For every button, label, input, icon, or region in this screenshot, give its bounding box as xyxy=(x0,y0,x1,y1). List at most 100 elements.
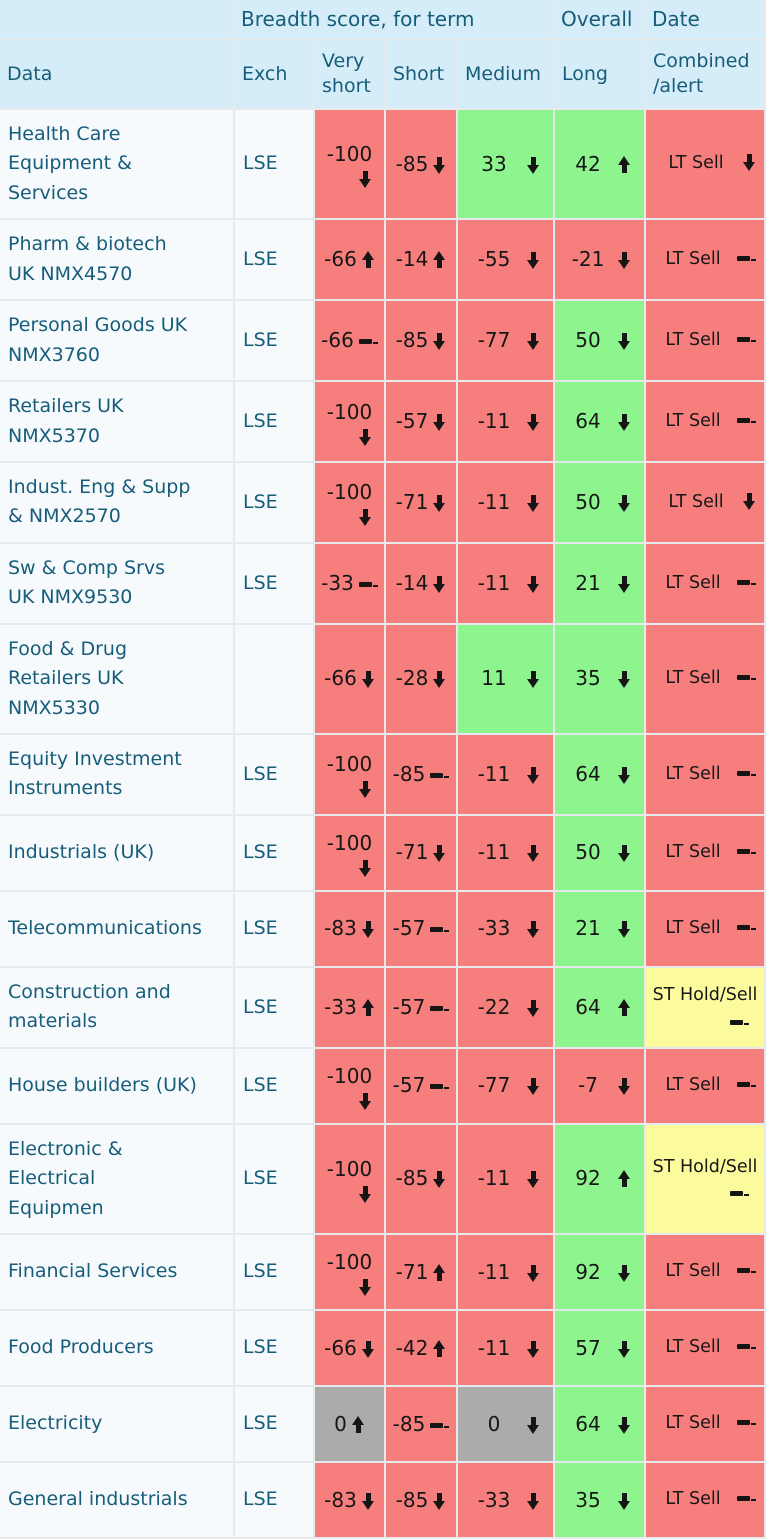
score-value: -77 xyxy=(477,1073,511,1098)
score-value: 92 xyxy=(575,1166,601,1191)
sector-name-cell: Equity Investment Instruments xyxy=(0,735,235,816)
sector-name-cell: Electricity xyxy=(0,1387,235,1464)
group-header-breadth: Breadth score, for term xyxy=(235,0,556,40)
score-cell-short: -57 xyxy=(386,891,458,968)
score-value: -21 xyxy=(571,247,605,272)
sector-name-cell: Construction and materials xyxy=(0,967,235,1049)
score-value: 21 xyxy=(575,570,601,595)
score-cell-medium: -11 xyxy=(458,1235,556,1312)
trend-up-icon xyxy=(351,1415,365,1434)
score-value: -66 xyxy=(324,1335,357,1360)
score-value: -100 xyxy=(326,1063,373,1088)
score-value: -85 xyxy=(395,151,429,176)
score-cell-long: -21 xyxy=(555,220,647,302)
trend-down-icon xyxy=(433,575,446,593)
exchange: LSE xyxy=(243,762,278,785)
score-cell-long: 42 xyxy=(555,110,647,221)
score-cell-short: -14 xyxy=(386,543,458,625)
trend-down-icon xyxy=(618,766,631,784)
score-cell-medium: -11 xyxy=(458,1311,556,1388)
table-row: Industrials (UK) LSE -100 -71 -11 50 LT … xyxy=(0,815,766,892)
sector-name: Financial Services xyxy=(8,1260,178,1283)
combined-cell: LT Sell xyxy=(646,735,766,816)
score-cell-long: 64 xyxy=(555,967,647,1049)
trend-flat-icon xyxy=(430,766,450,784)
trend-down-icon xyxy=(361,1492,375,1510)
trend-flat-icon xyxy=(737,668,757,686)
trend-down-icon xyxy=(527,844,540,863)
trend-flat-icon xyxy=(737,764,757,782)
score-value: -85 xyxy=(392,1411,426,1436)
score-cell-very-short: -33 xyxy=(315,543,386,625)
exchange-cell: LSE xyxy=(235,1311,315,1388)
score-cell-long: 92 xyxy=(555,1124,647,1236)
sector-name: Electronic & Electrical Equipmen xyxy=(8,1137,123,1219)
sector-name-cell: Industrials (UK) xyxy=(0,815,235,892)
combined-label: LT Sell xyxy=(665,918,721,939)
sector-name: General industrials xyxy=(8,1488,188,1511)
trend-down-icon xyxy=(618,1340,631,1358)
exchange: LSE xyxy=(243,1488,278,1511)
score-cell-long: 57 xyxy=(555,1311,647,1388)
combined-cell: LT Sell xyxy=(646,110,766,221)
trend-flat-icon xyxy=(737,1489,757,1507)
trend-down-icon xyxy=(433,1170,446,1189)
trend-down-icon xyxy=(527,1264,540,1282)
column-header-row: Data Exch Very short Short Medium Long C… xyxy=(0,40,766,110)
trend-down-icon xyxy=(527,1340,540,1358)
column-header-exch: Exch xyxy=(235,40,315,110)
score-cell-long: 92 xyxy=(555,1235,647,1312)
sector-name: Sw & Comp Srvs UK NMX9530 xyxy=(8,556,166,609)
table-row: Sw & Comp Srvs UK NMX9530 LSE -33 -14 -1… xyxy=(0,543,766,625)
sector-name: Personal Goods UK NMX3760 xyxy=(8,314,188,366)
combined-cell: LT Sell xyxy=(646,220,766,302)
table-row: Indust. Eng & Supp & NMX2570 LSE -100 -7… xyxy=(0,462,766,544)
score-cell-medium: -11 xyxy=(458,735,556,816)
trend-down-icon xyxy=(618,1492,631,1510)
column-header-long: Long xyxy=(555,40,647,110)
trend-flat-icon xyxy=(737,249,757,267)
sector-name: Equity Investment Instruments xyxy=(8,748,182,800)
trend-down-icon xyxy=(361,920,375,939)
score-value: -14 xyxy=(395,247,429,272)
score-cell-very-short: -66 xyxy=(315,220,386,302)
combined-cell: ST Hold/Sell xyxy=(646,967,766,1049)
trend-flat-icon xyxy=(430,1416,450,1434)
combined-cell: LT Sell xyxy=(646,462,766,544)
combined-cell: LT Sell xyxy=(646,1311,766,1388)
trend-flat-icon xyxy=(737,330,757,348)
score-cell-medium: -77 xyxy=(458,301,556,383)
table-row: Personal Goods UK NMX3760 LSE -66 -85 -7… xyxy=(0,301,766,383)
trend-down-icon xyxy=(527,1416,540,1434)
score-value: 11 xyxy=(481,666,507,691)
score-cell-long: 35 xyxy=(555,624,647,735)
score-cell-medium: -11 xyxy=(458,382,556,463)
trend-down-icon xyxy=(618,251,631,270)
exchange-cell: LSE xyxy=(235,1235,315,1312)
score-cell-short: -85 xyxy=(386,110,458,221)
table-row: Electricity LSE 0 -85 0 64 LT Sell xyxy=(0,1387,766,1464)
combined-label: LT Sell xyxy=(665,842,721,863)
trend-down-icon xyxy=(433,494,446,512)
trend-down-icon xyxy=(527,156,540,174)
trend-flat-icon xyxy=(737,1337,757,1355)
score-cell-very-short: -83 xyxy=(315,891,386,968)
sector-name: House builders (UK) xyxy=(8,1074,197,1097)
score-value: 50 xyxy=(575,840,601,865)
score-value: 21 xyxy=(575,916,601,941)
exchange: LSE xyxy=(243,1167,278,1190)
score-value: -28 xyxy=(395,666,429,691)
score-cell-very-short: -100 xyxy=(315,110,386,221)
exchange-cell: LSE xyxy=(235,382,315,463)
trend-down-icon xyxy=(359,1092,372,1110)
sector-name: Electricity xyxy=(8,1412,103,1435)
trend-down-icon xyxy=(618,1264,631,1282)
trend-down-icon xyxy=(743,492,756,510)
score-value: 50 xyxy=(575,489,601,514)
exchange-cell: LSE xyxy=(235,220,315,302)
score-value: -11 xyxy=(477,1335,511,1360)
sector-name-cell: Personal Goods UK NMX3760 xyxy=(0,301,235,383)
score-cell-very-short: -33 xyxy=(315,967,386,1049)
score-cell-very-short: -100 xyxy=(315,462,386,544)
trend-down-icon xyxy=(359,859,372,877)
